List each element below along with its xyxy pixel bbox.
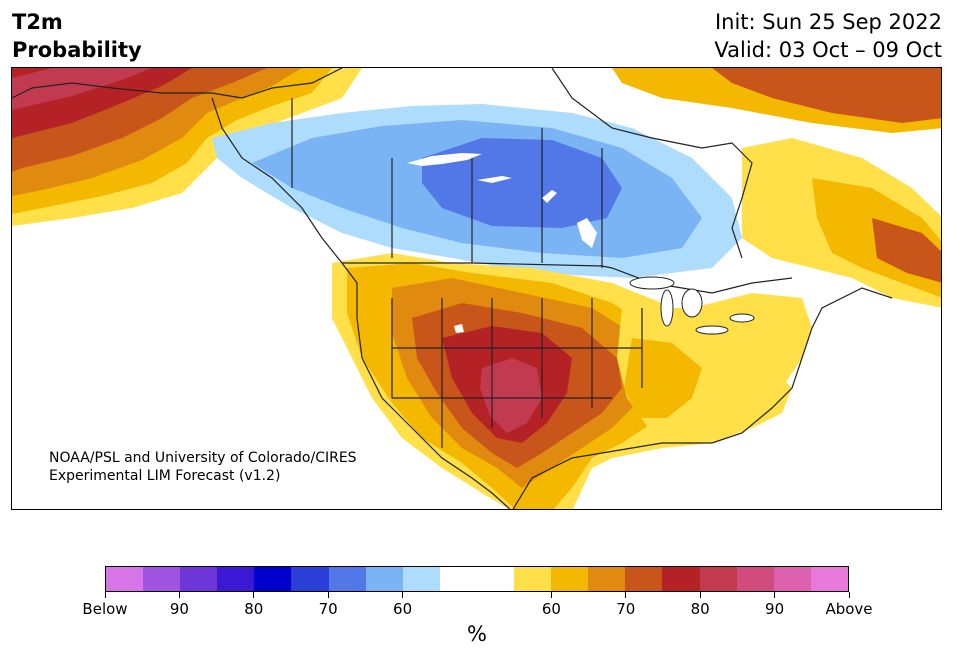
colorbar-tick: [178, 592, 180, 598]
colorbar-tick-label: 70: [318, 600, 338, 618]
colorbar-tick: [774, 592, 776, 598]
init-date: Init: Sun 25 Sep 2022: [714, 10, 942, 34]
colorbar-tick-label: 80: [690, 600, 710, 618]
colorbar-swatch: [106, 567, 144, 591]
credit-line-2: Experimental LIM Forecast (v1.2): [49, 468, 281, 484]
great-bear-lake: [477, 176, 512, 183]
colorbar-swatch: [328, 567, 366, 591]
colorbar-swatch: [402, 567, 440, 591]
colorbar-tick: [104, 592, 106, 598]
lake-michigan: [660, 289, 674, 327]
canada-provinces-grid: [291, 98, 603, 268]
east-warm-region: [612, 68, 941, 433]
lake-superior: [629, 276, 675, 290]
colorbar-swatch: [699, 567, 737, 591]
colorbar-tick: [402, 592, 404, 598]
colorbar-tick-label: 90: [169, 600, 189, 618]
valid-period: Valid: 03 Oct – 09 Oct: [714, 38, 942, 62]
colorbar-swatch: [514, 567, 552, 591]
us-states-grid: [391, 298, 643, 448]
colorbar-tick: [699, 592, 701, 598]
great-salt-lake: [454, 324, 464, 333]
sw-band-90: [480, 358, 542, 433]
lake-erie: [695, 325, 729, 335]
pacific-coastline: [12, 68, 511, 509]
colorbar-swatch: [180, 567, 218, 591]
colorbar-swatch: [551, 567, 589, 591]
colorbar-swatch: [662, 567, 700, 591]
colorbar-swatch: [291, 567, 329, 591]
nw-band-90: [12, 68, 152, 110]
us-canada-border: [342, 262, 793, 294]
lake-ontario: [729, 313, 755, 323]
coastlines-and-borders: [12, 68, 893, 509]
colorbar-tick-label: Below: [82, 600, 128, 618]
probability-colorbar: [105, 566, 849, 592]
colorbar-tick-label: 60: [541, 600, 561, 618]
lake-winnipegosis: [577, 218, 597, 248]
colorbar-swatch: [143, 567, 181, 591]
colorbar-tick-label: 80: [244, 600, 264, 618]
colorbar-tick: [625, 592, 627, 598]
credit-line-1: NOAA/PSL and University of Colorado/CIRE…: [49, 450, 357, 466]
east-us-band-60: [624, 338, 702, 418]
lake-huron: [681, 288, 703, 318]
colorbar-tick-label: 60: [393, 600, 413, 618]
colorbar-swatch: [476, 567, 515, 591]
colorbar-tick: [848, 592, 850, 598]
ne-band-70: [872, 218, 941, 283]
colorbar-swatch: [736, 567, 774, 591]
map-canvas: [12, 68, 941, 509]
map-title: T2m Probability: [12, 8, 142, 64]
colorbar-tick-label: Above: [825, 600, 873, 618]
colorbar-tick-label: 70: [616, 600, 636, 618]
colorbar-swatch: [588, 567, 626, 591]
lake-winnipeg: [542, 190, 557, 203]
great-slave-lake: [407, 153, 482, 166]
canadian-lakes: [407, 153, 597, 333]
colorbar-tick-label: 90: [765, 600, 785, 618]
colorbar-tick: [253, 592, 255, 598]
hudson-bay-coast: [551, 68, 753, 259]
greenland-band-70: [712, 68, 941, 123]
title-type: Probability: [12, 38, 142, 62]
colorbar-swatch: [625, 567, 663, 591]
colorbar-swatch: [254, 567, 292, 591]
forecast-map: [11, 67, 942, 510]
gulf-coastline: [512, 287, 893, 509]
colorbar-swatch: [773, 567, 811, 591]
colorbar-tick: [327, 592, 329, 598]
colorbar-swatch: [810, 567, 848, 591]
colorbar-swatch: [439, 567, 477, 591]
title-variable: T2m: [12, 10, 63, 34]
forecast-dates: Init: Sun 25 Sep 2022 Valid: 03 Oct – 09…: [714, 8, 942, 64]
northwest-warm-region: [12, 68, 362, 226]
colorbar-unit: %: [467, 622, 487, 646]
credit-annotation: NOAA/PSL and University of Colorado/CIRE…: [49, 449, 357, 485]
great-lakes: [629, 276, 755, 335]
colorbar-tick: [550, 592, 552, 598]
colorbar-swatch: [217, 567, 255, 591]
colorbar-swatch: [365, 567, 403, 591]
